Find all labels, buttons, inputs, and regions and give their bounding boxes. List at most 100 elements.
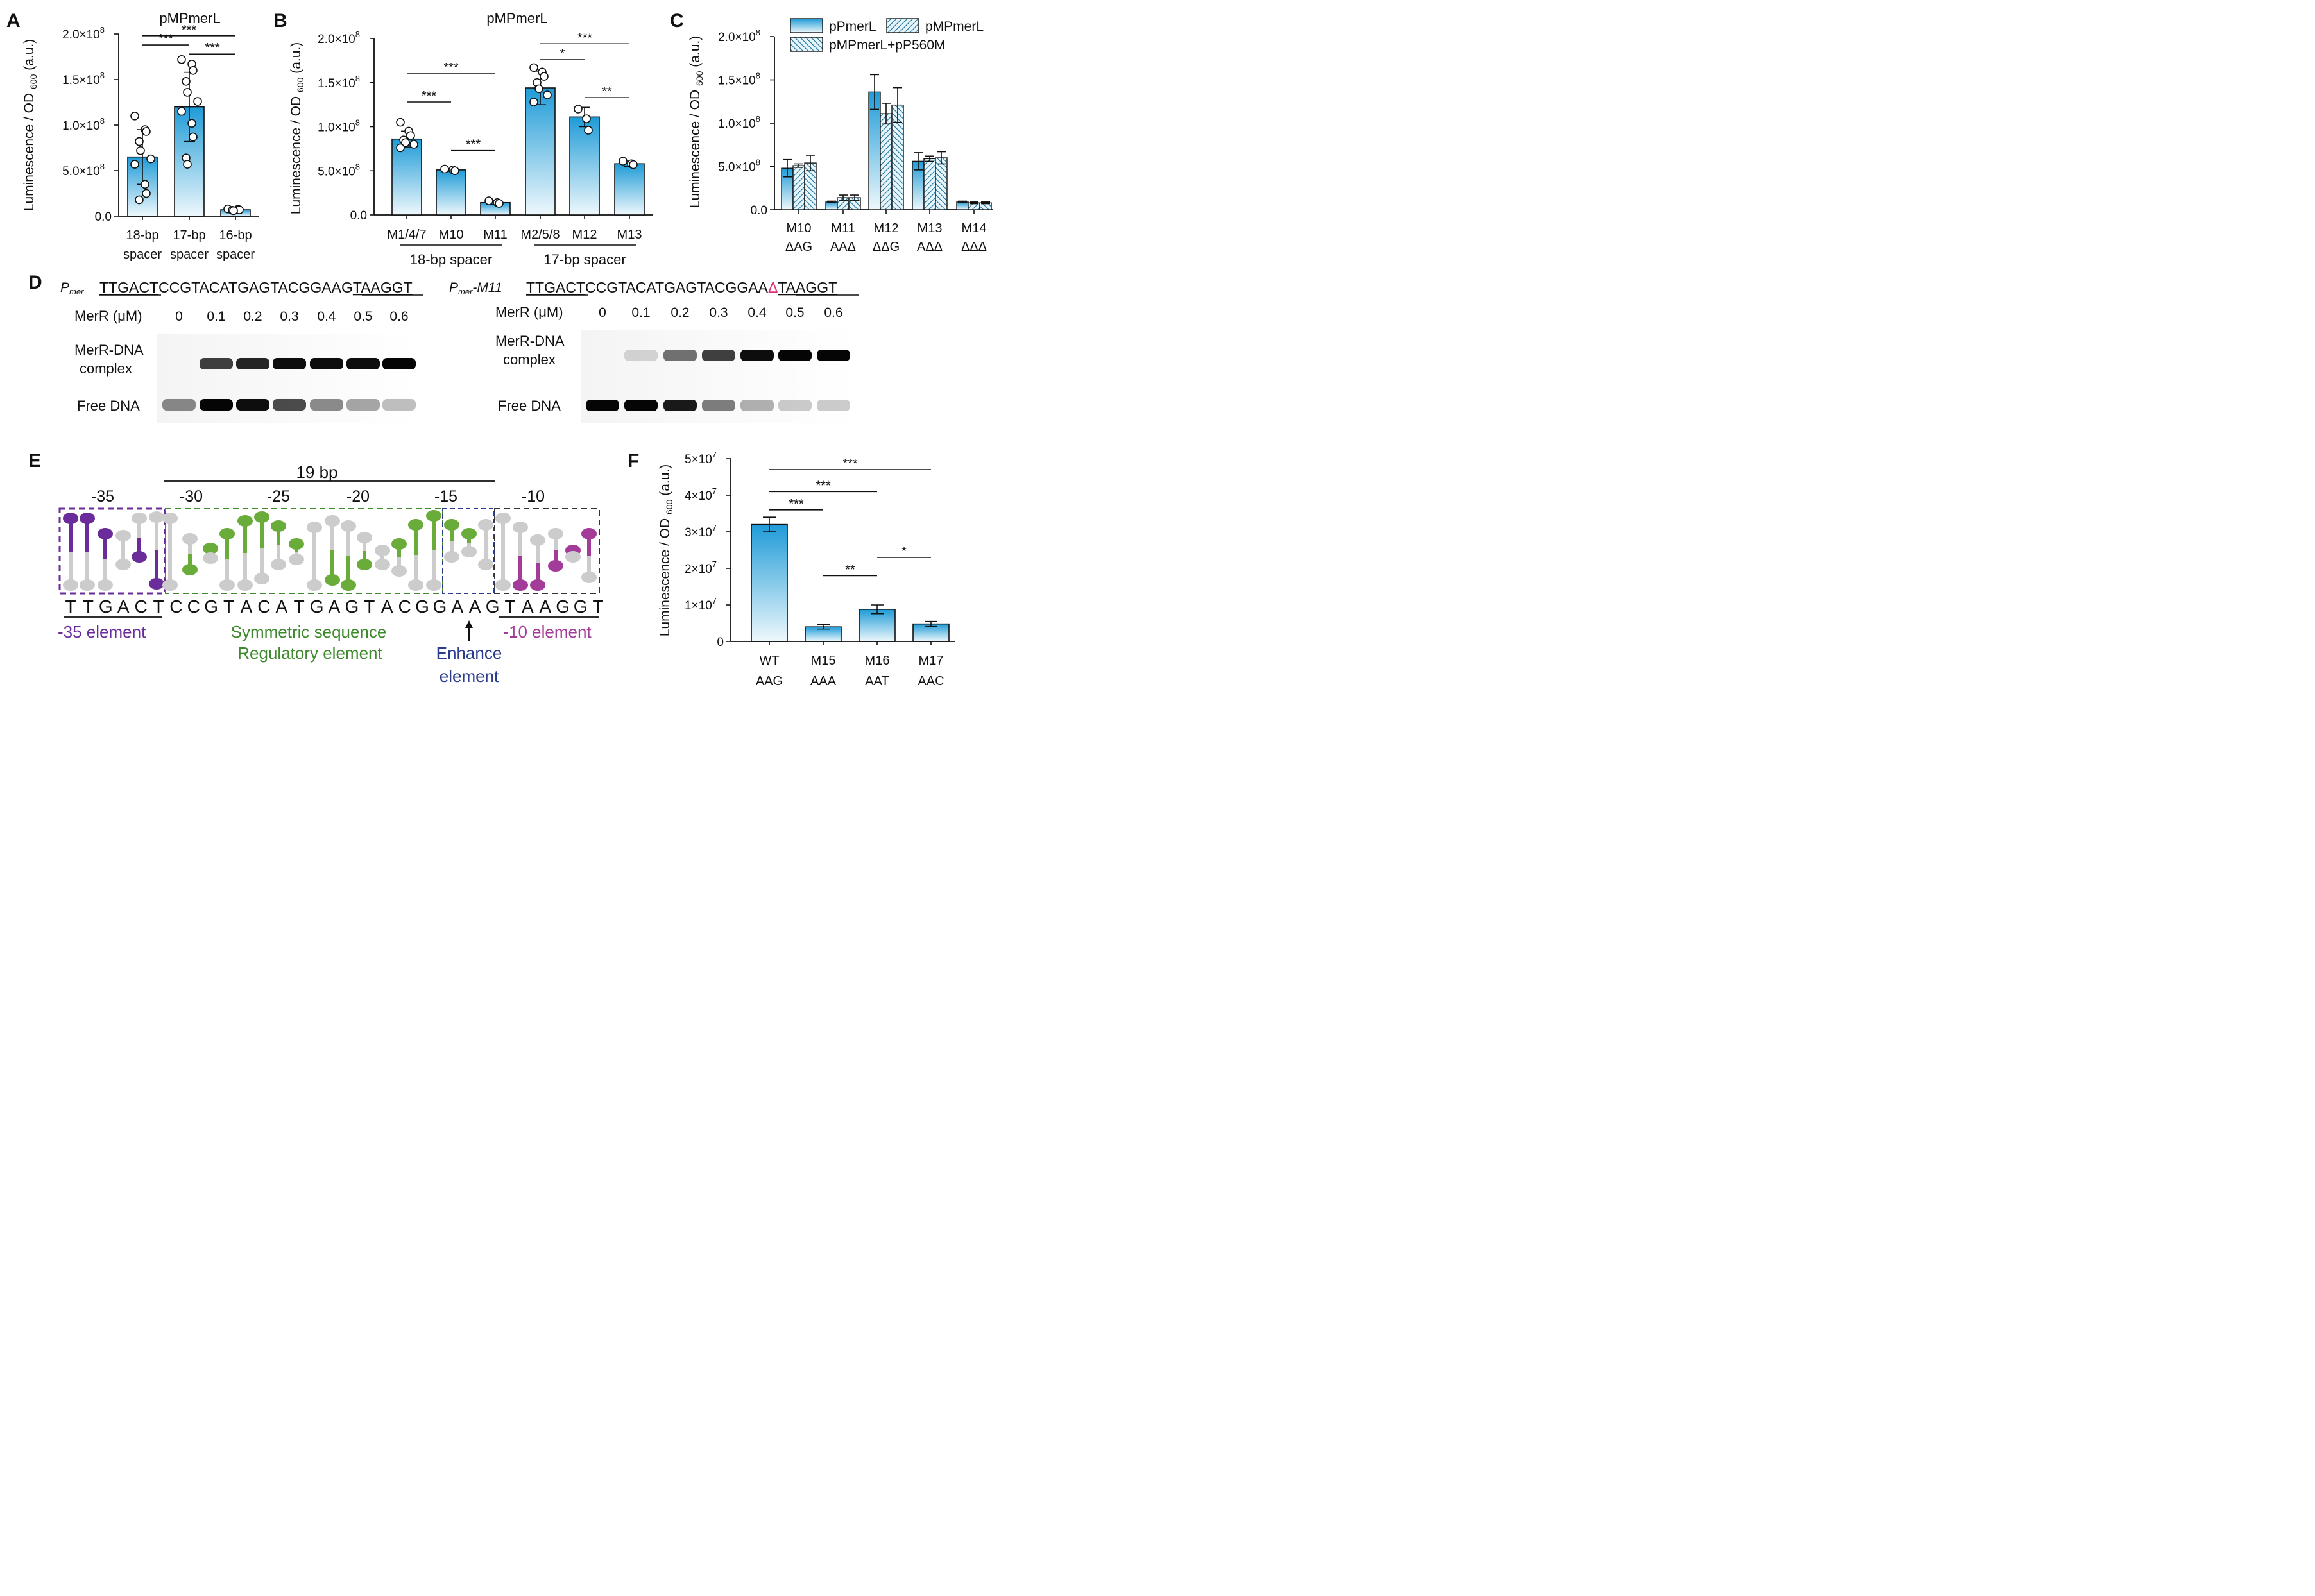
x-tick-label: AAG bbox=[756, 674, 783, 688]
panel-letter-b: B bbox=[273, 10, 287, 31]
x-tick-label: M16 bbox=[865, 654, 890, 668]
data-point bbox=[187, 119, 196, 128]
data-point bbox=[584, 126, 593, 135]
logo-cap bbox=[357, 559, 372, 570]
data-point bbox=[529, 63, 538, 72]
logo-cap bbox=[307, 579, 322, 591]
gel-left-free-band bbox=[236, 399, 269, 411]
box-10 bbox=[494, 508, 600, 594]
data-point bbox=[582, 114, 591, 123]
panel-letter-f: F bbox=[628, 450, 639, 471]
x-tick-label: AΔΔ bbox=[917, 240, 943, 254]
y-tick-label: 1.0×108 bbox=[318, 118, 360, 135]
gel-right-conc: 0.2 bbox=[671, 305, 689, 320]
logo-cap bbox=[237, 579, 253, 591]
legend-label: pMPmerL bbox=[925, 19, 984, 34]
data-point bbox=[135, 195, 144, 205]
significance-label: *** bbox=[158, 32, 174, 46]
group-label: 18-bp spacer bbox=[410, 251, 492, 267]
logo-cap bbox=[530, 579, 545, 591]
gel-right: Pmer-M11 TTGACTCCGTACATGAGTACGGAAΔTAAGGT… bbox=[449, 279, 859, 423]
sequence-letter: C bbox=[169, 597, 182, 616]
data-point bbox=[141, 180, 149, 189]
bar bbox=[436, 169, 466, 216]
box-symmetric bbox=[165, 508, 443, 594]
y-tick-label: 1.5×108 bbox=[318, 74, 360, 90]
x-tick-label: spacer bbox=[170, 248, 209, 262]
chart-title: pMPmerL bbox=[159, 10, 220, 26]
x-tick-label: M13 bbox=[918, 221, 943, 235]
logo-cap bbox=[289, 554, 304, 565]
logo-cap bbox=[98, 528, 113, 539]
logo-cap bbox=[149, 578, 164, 590]
logo-cap bbox=[357, 532, 372, 543]
gel-left-conc: 0.2 bbox=[243, 309, 262, 324]
x-tick-label: M11 bbox=[483, 228, 507, 242]
logo-cap bbox=[478, 559, 493, 570]
sequence-letter: A bbox=[275, 597, 287, 616]
significance-label: *** bbox=[842, 457, 858, 471]
logo-cap bbox=[325, 574, 340, 586]
label-35-element: -35 element bbox=[58, 622, 146, 641]
x-tick-label: spacer bbox=[123, 248, 162, 262]
y-tick-label: 1.5×108 bbox=[718, 71, 760, 88]
position-label: -35 bbox=[91, 488, 114, 505]
data-point bbox=[130, 160, 139, 169]
bar bbox=[525, 87, 556, 216]
gel-right-conc: 0.1 bbox=[631, 305, 650, 320]
sequence-letter: A bbox=[381, 597, 393, 616]
position-label: -30 bbox=[180, 488, 203, 505]
logo-cap bbox=[478, 519, 493, 531]
gel-right-conc: 0.4 bbox=[747, 305, 767, 320]
logo-cap bbox=[391, 538, 407, 550]
data-point bbox=[177, 106, 186, 116]
label-symmetric-2: Regulatory element bbox=[237, 643, 382, 663]
label-symmetric-1: Symmetric sequence bbox=[231, 622, 387, 641]
gel-right-free-band bbox=[663, 400, 697, 411]
x-tick-label: M13 bbox=[617, 228, 642, 242]
panel-letter-a: A bbox=[6, 10, 21, 31]
y-tick-label: 0.0 bbox=[350, 209, 367, 223]
data-point bbox=[130, 112, 139, 121]
data-point bbox=[183, 160, 192, 169]
gel-right-conc: 0.3 bbox=[709, 305, 728, 320]
bar-pmpmerl bbox=[880, 113, 893, 210]
x-tick-label: ΔΔΔ bbox=[961, 240, 987, 254]
data-point bbox=[396, 143, 405, 153]
gel-right-bands bbox=[586, 350, 850, 411]
y-axis-label: Luminescence / OD 600 (a.u.) bbox=[22, 39, 38, 211]
gel-left-free-band bbox=[310, 399, 343, 411]
data-point bbox=[189, 66, 198, 75]
gel-right-free-band bbox=[624, 400, 658, 411]
y-tick-label: 3×107 bbox=[685, 523, 717, 539]
data-point bbox=[401, 138, 410, 148]
data-point bbox=[189, 132, 198, 142]
gel-left-free-band bbox=[273, 399, 306, 411]
data-point bbox=[229, 206, 238, 216]
data-point bbox=[146, 154, 155, 164]
logo-cap bbox=[80, 579, 95, 591]
significance-label: * bbox=[560, 47, 565, 61]
bar-pmpmerl bbox=[792, 165, 805, 210]
label-enhance-1: Enhance bbox=[436, 643, 502, 663]
legend-label: pPmerL bbox=[829, 19, 876, 34]
logo-cap bbox=[98, 579, 113, 591]
data-point bbox=[193, 97, 202, 106]
figure: A B C D E F 0.0 5.0×108 1.0×108 1.5×108 2.0×… bbox=[6, 10, 993, 688]
legend-swatch bbox=[790, 37, 823, 52]
y-axis-label: Luminescence / OD 600 (a.u.) bbox=[688, 36, 705, 208]
sequence-letter: G bbox=[486, 597, 500, 616]
data-point bbox=[574, 105, 583, 114]
gel-right-conc: 0.6 bbox=[824, 305, 842, 320]
sequence-letter: A bbox=[469, 597, 481, 616]
logo-cap bbox=[219, 528, 235, 539]
gel-right-complex-band bbox=[663, 350, 697, 361]
enhance-arrow-head bbox=[465, 620, 473, 628]
gel-left-conc: 0.6 bbox=[389, 309, 408, 324]
logo-cap bbox=[149, 511, 164, 523]
gel-right-sequence: TTGACTCCGTACATGAGTACGGAAΔTAAGGT bbox=[526, 279, 837, 296]
box-35 bbox=[58, 507, 166, 595]
y-tick-label: 2.0×108 bbox=[318, 30, 360, 46]
logo-cap bbox=[132, 551, 147, 563]
gel-left-free-band bbox=[346, 399, 380, 411]
